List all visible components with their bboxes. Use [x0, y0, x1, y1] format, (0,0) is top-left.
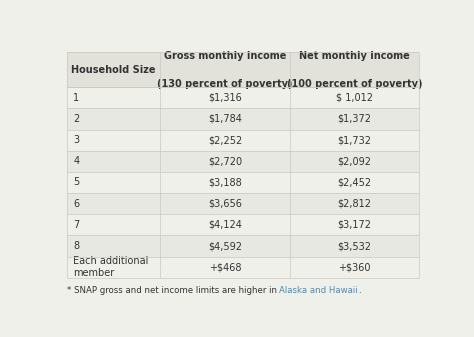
- Text: 6: 6: [73, 199, 79, 209]
- Bar: [66, 129, 419, 151]
- Bar: [66, 52, 419, 87]
- Text: Net monthly income

(100 percent of poverty): Net monthly income (100 percent of pover…: [287, 51, 422, 89]
- Text: Gross monthly income

(130 percent of poverty): Gross monthly income (130 percent of pov…: [157, 51, 292, 89]
- Bar: [66, 172, 419, 193]
- Text: $4,124: $4,124: [208, 220, 242, 230]
- Text: Household Size: Household Size: [71, 65, 155, 74]
- Text: 5: 5: [73, 178, 79, 187]
- Text: $1,316: $1,316: [208, 93, 242, 103]
- Bar: [66, 214, 419, 236]
- Text: $2,720: $2,720: [208, 156, 242, 166]
- Text: 2: 2: [73, 114, 79, 124]
- Text: $2,092: $2,092: [337, 156, 372, 166]
- Text: +$468: +$468: [209, 262, 241, 272]
- Text: $2,812: $2,812: [337, 199, 372, 209]
- Bar: [66, 87, 419, 108]
- Text: $1,732: $1,732: [337, 135, 372, 145]
- Text: $1,784: $1,784: [208, 114, 242, 124]
- Text: * SNAP gross and net income limits are higher in: * SNAP gross and net income limits are h…: [66, 285, 279, 295]
- Text: $3,532: $3,532: [337, 241, 372, 251]
- Text: .: .: [358, 285, 361, 295]
- Text: $2,452: $2,452: [337, 178, 372, 187]
- Text: $ 1,012: $ 1,012: [336, 93, 373, 103]
- Bar: [66, 193, 419, 214]
- Text: 4: 4: [73, 156, 79, 166]
- Text: Each additional
member: Each additional member: [73, 256, 148, 278]
- Bar: [66, 151, 419, 172]
- Text: 7: 7: [73, 220, 79, 230]
- Text: $1,372: $1,372: [337, 114, 372, 124]
- Text: $3,188: $3,188: [208, 178, 242, 187]
- Bar: [66, 236, 419, 257]
- Text: $3,172: $3,172: [337, 220, 372, 230]
- Text: $4,592: $4,592: [208, 241, 242, 251]
- Text: $3,656: $3,656: [208, 199, 242, 209]
- Text: Alaska and Hawaii: Alaska and Hawaii: [279, 285, 358, 295]
- Bar: [66, 108, 419, 129]
- Text: +$360: +$360: [338, 262, 371, 272]
- Text: 8: 8: [73, 241, 79, 251]
- Text: $2,252: $2,252: [208, 135, 242, 145]
- Text: 1: 1: [73, 93, 79, 103]
- Bar: [66, 257, 419, 278]
- Text: 3: 3: [73, 135, 79, 145]
